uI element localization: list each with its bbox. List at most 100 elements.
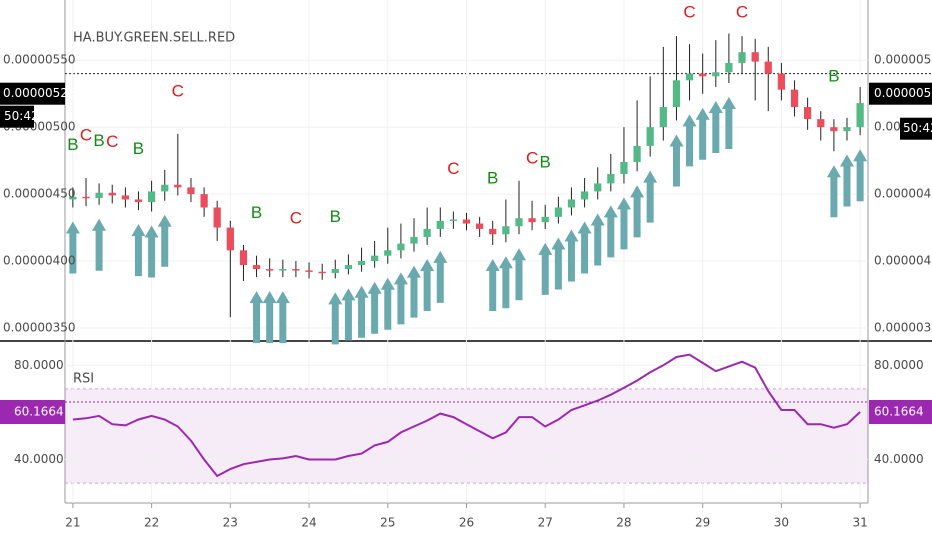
candle-body xyxy=(699,73,707,77)
y-tick-label-right: 40.0000 xyxy=(874,452,924,466)
candle-body xyxy=(804,107,812,120)
candle-body xyxy=(252,265,261,270)
candle-body xyxy=(69,196,77,200)
signal-label: C xyxy=(172,81,184,100)
signal-label: C xyxy=(526,148,538,167)
candle-body xyxy=(672,80,681,108)
buy-arrow xyxy=(485,258,500,311)
candle-body xyxy=(344,265,353,270)
candle-body xyxy=(423,228,431,237)
candle-body xyxy=(161,184,169,192)
buy-arrow xyxy=(354,285,369,338)
candle-body xyxy=(357,261,366,266)
buy-arrow xyxy=(721,96,736,149)
candle-body xyxy=(751,52,759,62)
candle-body xyxy=(266,269,274,271)
y-tick-label: 0.00000400 xyxy=(3,254,76,268)
candle-body xyxy=(331,269,339,274)
buy-arrow xyxy=(249,291,264,344)
signal-label: C xyxy=(683,2,695,21)
candle-body xyxy=(607,174,615,184)
buy-arrow xyxy=(643,170,658,223)
buy-arrow xyxy=(590,213,605,266)
buy-arrow xyxy=(144,225,159,278)
candle-body xyxy=(554,207,562,217)
candle-body xyxy=(646,127,654,146)
candle-body xyxy=(738,52,746,63)
candle-body xyxy=(620,161,628,175)
x-tick-label: 28 xyxy=(616,516,631,530)
signal-label: C xyxy=(290,209,302,228)
buy-arrow xyxy=(157,214,172,267)
y-tick-label: 80.0000 xyxy=(14,358,64,372)
x-tick-label: 27 xyxy=(538,516,553,530)
y-tick-label-right: 0.00000400 xyxy=(874,254,932,268)
signal-label: C xyxy=(80,126,92,145)
candle-body xyxy=(108,192,116,196)
buy-arrow xyxy=(682,114,697,167)
candle-body xyxy=(213,207,221,228)
x-tick-label: 29 xyxy=(695,516,710,530)
rsi-line xyxy=(72,353,861,478)
signal-label: B xyxy=(540,152,551,171)
signal-label: C xyxy=(106,132,118,151)
y-tick-label-right: 0.00000550 xyxy=(874,53,932,67)
candle-body xyxy=(95,192,103,199)
signal-label: B xyxy=(93,131,104,150)
signal-label: C xyxy=(447,159,459,178)
candle-body xyxy=(436,220,444,229)
y-tick-label: 0.00000450 xyxy=(3,187,76,201)
candle-body xyxy=(384,250,392,256)
buy-arrow xyxy=(512,248,527,301)
candle-body xyxy=(397,243,405,251)
buy-arrow xyxy=(603,205,618,258)
buy-arrow xyxy=(564,229,579,282)
timer-left: 50:42 xyxy=(4,109,39,123)
candle-body xyxy=(541,216,549,223)
x-tick-label: 23 xyxy=(223,516,238,530)
candle-body xyxy=(226,227,234,251)
rsi-value-left: 60.1664 xyxy=(14,405,64,419)
candle-body xyxy=(121,195,129,200)
y-tick-label-right: 0.00000450 xyxy=(874,187,932,201)
buy-arrow xyxy=(275,291,290,344)
candle-body xyxy=(82,196,90,199)
candle-body xyxy=(305,270,313,272)
candle-body xyxy=(174,184,182,188)
x-tick-label: 30 xyxy=(774,516,789,530)
candle-body xyxy=(462,219,471,224)
buy-arrow xyxy=(341,288,356,341)
signal-label: B xyxy=(67,135,78,154)
buy-arrow xyxy=(92,218,107,271)
candle-body xyxy=(633,145,641,162)
rsi-value-right: 60.1664 xyxy=(874,405,924,419)
candle-body xyxy=(712,72,720,77)
buy-arrow xyxy=(695,107,710,160)
x-tick-label: 25 xyxy=(380,516,395,530)
y-tick-label-right: 0.00000350 xyxy=(874,320,932,334)
buy-arrow xyxy=(616,197,631,250)
x-tick-label: 22 xyxy=(144,516,159,530)
candle-body xyxy=(449,219,457,222)
candle-body xyxy=(580,191,589,200)
candle-body xyxy=(817,119,825,128)
signal-label: B xyxy=(330,207,341,226)
candle-body xyxy=(279,269,287,271)
candle-body xyxy=(476,223,484,229)
candle-body xyxy=(856,103,864,128)
candle-body xyxy=(594,183,602,192)
last-price-right: 0.00000525 xyxy=(874,86,932,100)
x-tick-label: 26 xyxy=(459,516,474,530)
buy-arrow xyxy=(420,258,435,311)
y-tick-label: 0.00000550 xyxy=(3,53,76,67)
buy-arrow xyxy=(551,237,566,290)
candle-body xyxy=(292,269,300,271)
buy-arrow xyxy=(853,149,868,202)
buy-arrow xyxy=(669,134,684,187)
buy-arrow xyxy=(131,224,146,277)
y-tick-label: 40.0000 xyxy=(14,452,64,466)
candle-body xyxy=(843,127,851,132)
candle-body xyxy=(764,61,772,74)
candle-body xyxy=(830,127,838,132)
buy-arrow xyxy=(433,250,448,303)
